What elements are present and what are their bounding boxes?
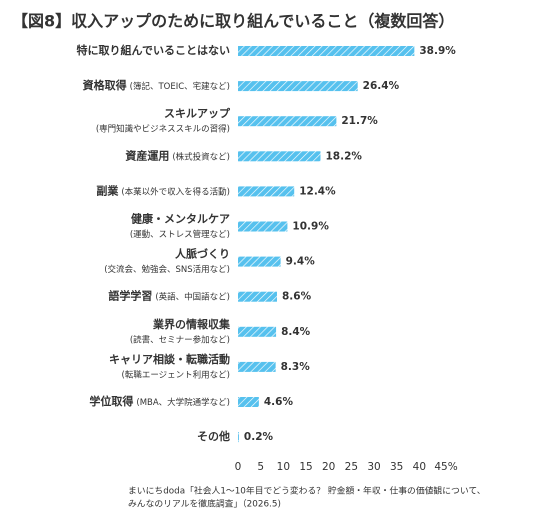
category-note: (株式投資など) [172, 151, 230, 162]
value-label: 12.4% [299, 185, 336, 197]
bar [238, 116, 337, 127]
bar [238, 186, 295, 197]
category-label: 業界の情報収集 [152, 317, 231, 331]
bar [238, 256, 281, 267]
category-label-group: 語学学習 (英語、中国語など) [108, 289, 230, 303]
x-tick-label: 0 [235, 461, 242, 473]
category-label: 資格取得 [83, 78, 127, 92]
bar [238, 151, 321, 162]
value-label: 0.2% [244, 431, 274, 443]
source-note: まいにちdoda「社会人1〜10年目でどう変わる？ 貯金額・年収・仕事の価値観に… [128, 485, 486, 497]
value-label: 9.4% [286, 256, 316, 268]
x-tick-label: 35 [390, 461, 403, 473]
category-label-group: 副業 (本業以外で収入を得る活動) [96, 183, 230, 197]
category-label-group: その他 [197, 429, 230, 443]
bar [238, 326, 277, 337]
category-note: (読書、セミナー参加など) [130, 334, 230, 345]
value-label: 8.4% [281, 326, 311, 338]
category-label: 副業 [96, 183, 119, 197]
bar [238, 432, 239, 443]
bar [238, 397, 259, 407]
value-label: 38.9% [419, 45, 456, 57]
x-tick-label: 40 [413, 461, 426, 473]
chart-title: 【図8】収入アップのために取り組んでいること（複数回答） [12, 12, 454, 31]
value-label: 10.9% [292, 221, 329, 233]
category-note: (転職エージェント利用など) [122, 369, 230, 380]
x-tick-label: 15 [299, 461, 312, 473]
bar [238, 361, 276, 372]
category-label: その他 [197, 429, 230, 443]
bar [238, 81, 358, 92]
x-tick-label: 45% [434, 461, 457, 473]
category-label: 資産運用 [125, 148, 169, 162]
category-label-group: 学位取得 (MBA、大学院通学など) [89, 394, 230, 408]
category-label: 健康・メンタルケア [131, 212, 230, 226]
category-label-group: 資産運用 (株式投資など) [125, 148, 230, 162]
category-note: (MBA、大学院通学など) [136, 397, 230, 408]
value-label: 18.2% [326, 150, 363, 162]
category-label: 語学学習 [108, 289, 152, 303]
category-note: (英語、中国語など) [155, 291, 230, 302]
category-label: スキルアップ [164, 106, 231, 120]
category-label: 学位取得 [89, 394, 133, 408]
category-label: キャリア相談・転職活動 [109, 352, 230, 366]
category-note: (交流会、勉強会、SNS活用など) [104, 264, 230, 275]
value-label: 8.6% [282, 291, 312, 303]
category-label: 特に取り組んでいることはない [77, 43, 230, 57]
value-label: 4.6% [264, 396, 294, 408]
x-tick-label: 20 [322, 461, 335, 473]
category-label-group: 特に取り組んでいることはない [77, 43, 230, 57]
bar [238, 291, 277, 302]
category-note: (簿記、TOEIC、宅建など) [130, 81, 230, 92]
source-note: みんなのリアルを徹底調査」（2026.5) [128, 498, 281, 510]
category-note: (運動、ストレス管理など) [130, 229, 230, 240]
bar [238, 221, 288, 232]
x-tick-label: 25 [345, 461, 358, 473]
bar [238, 46, 415, 56]
value-label: 21.7% [341, 115, 378, 127]
category-label-group: 資格取得 (簿記、TOEIC、宅建など) [83, 78, 230, 92]
value-label: 8.3% [281, 361, 311, 373]
x-tick-label: 10 [277, 461, 290, 473]
x-tick-label: 30 [367, 461, 380, 473]
category-label: 人脈づくり [175, 247, 230, 261]
x-tick-label: 5 [257, 461, 264, 473]
category-note: (本業以外で収入を得る活動) [121, 186, 230, 197]
value-label: 26.4% [363, 80, 400, 92]
category-note: (専門知識やビジネススキルの習得) [96, 124, 230, 135]
